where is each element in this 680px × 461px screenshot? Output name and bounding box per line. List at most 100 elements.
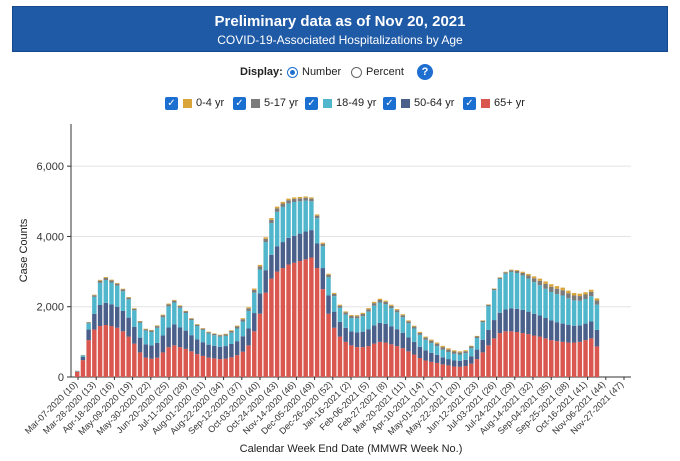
bar-segment: [474, 349, 480, 360]
bar-segment: [206, 332, 211, 334]
checkbox-50-64[interactable]: ✓: [383, 97, 396, 110]
bar-segment: [303, 200, 308, 232]
bar-segment: [371, 303, 377, 306]
bar-segment: [343, 341, 348, 377]
bar-segment: [303, 259, 308, 377]
bar-segment: [394, 309, 400, 311]
bar-segment: [383, 342, 388, 377]
bar-segment: [229, 357, 234, 377]
bar-segment: [423, 337, 428, 340]
bar-segment: [252, 288, 257, 290]
percent-radio-label[interactable]: Percent: [366, 66, 404, 78]
bar-segment: [326, 274, 331, 278]
bar-segment: [320, 289, 326, 377]
bar-segment: [263, 270, 268, 293]
bar-segment: [394, 329, 400, 347]
y-axis-label: Case Counts: [18, 218, 30, 282]
bar-segment: [531, 276, 537, 279]
bar-segment: [423, 360, 428, 377]
bar-segment: [383, 300, 388, 302]
bar-segment: [349, 315, 354, 318]
header-banner: Preliminary data as of Nov 20, 2021 COVI…: [12, 6, 668, 52]
page-subtitle: COVID-19-Associated Hospitalizations by …: [217, 33, 463, 47]
bar-segment: [389, 344, 394, 377]
number-radio[interactable]: [287, 67, 298, 78]
bar-segment: [132, 310, 137, 327]
bar-segment: [491, 290, 497, 321]
bar-segment: [103, 277, 109, 281]
bar-segment: [286, 264, 291, 377]
bar-segment: [366, 308, 371, 310]
bar-segment: [423, 336, 428, 338]
bar-segment: [280, 201, 286, 204]
bar-segment: [566, 293, 571, 299]
bar-segment: [589, 338, 594, 377]
bar-segment: [554, 294, 560, 323]
bar-segment: [377, 322, 383, 342]
bar-segment: [86, 323, 91, 330]
bar-segment: [474, 338, 480, 350]
help-icon[interactable]: ?: [417, 64, 433, 80]
bar-segment: [343, 314, 348, 328]
checkbox-18-49[interactable]: ✓: [305, 97, 318, 110]
bar-segment: [229, 330, 234, 332]
bar-segment: [594, 300, 600, 305]
bar-segment: [469, 345, 474, 347]
bar-segment: [549, 320, 554, 341]
bar-segment: [560, 287, 565, 291]
bar-segment: [234, 326, 240, 329]
bar-segment: [589, 321, 594, 339]
bar-segment: [526, 278, 531, 312]
bar-segment: [566, 290, 571, 294]
bar-segment: [463, 359, 468, 367]
page-title: Preliminary data as of Nov 20, 2021: [214, 13, 466, 30]
bar-segment: [257, 269, 263, 294]
bar-segment: [269, 278, 274, 377]
bar-segment: [423, 350, 428, 361]
bar-segment: [451, 351, 457, 354]
bar-segment: [86, 340, 91, 377]
bar-segment: [371, 343, 377, 377]
bar-segment: [286, 200, 291, 204]
bar-segment: [480, 320, 485, 321]
number-radio-label[interactable]: Number: [302, 66, 342, 78]
percent-radio[interactable]: [351, 67, 362, 78]
display-label: Display:: [240, 66, 283, 78]
bar-segment: [114, 283, 120, 286]
bar-segment: [194, 339, 200, 355]
bar-segment: [314, 215, 320, 219]
bar-segment: [486, 306, 491, 330]
checkbox-65plus[interactable]: ✓: [463, 97, 476, 110]
bar-segment: [429, 352, 434, 362]
bar-segment: [531, 335, 537, 377]
bar-segment: [463, 366, 468, 377]
bar-segment: [166, 303, 171, 305]
bar-segment: [411, 341, 417, 355]
bar-segment: [183, 348, 188, 377]
bar-segment: [212, 333, 217, 336]
bar-segment: [594, 346, 600, 377]
bar-segment: [297, 198, 303, 202]
bar-segment: [137, 322, 143, 338]
bar-segment: [314, 268, 320, 377]
swatch-18-49: [323, 99, 332, 108]
bar-segment: [411, 325, 417, 327]
bar-segment: [537, 285, 543, 316]
bar-segment: [440, 349, 445, 358]
bar-segment: [234, 355, 240, 377]
bar-segment: [371, 305, 377, 326]
bar-segment: [97, 279, 103, 281]
bar-segment: [246, 345, 251, 378]
bar-segment: [360, 313, 366, 317]
bar-segment: [263, 242, 268, 271]
bar-segment: [514, 332, 520, 377]
bar-segment: [543, 281, 548, 284]
bar-segment: [274, 271, 280, 377]
bar-segment: [320, 246, 326, 269]
checkbox-0-4[interactable]: ✓: [165, 97, 178, 110]
bar-segment: [223, 333, 228, 335]
bar-segment: [451, 350, 457, 352]
checkbox-5-17[interactable]: ✓: [233, 97, 246, 110]
bar-segment: [520, 271, 525, 273]
bar-segment: [434, 362, 440, 377]
